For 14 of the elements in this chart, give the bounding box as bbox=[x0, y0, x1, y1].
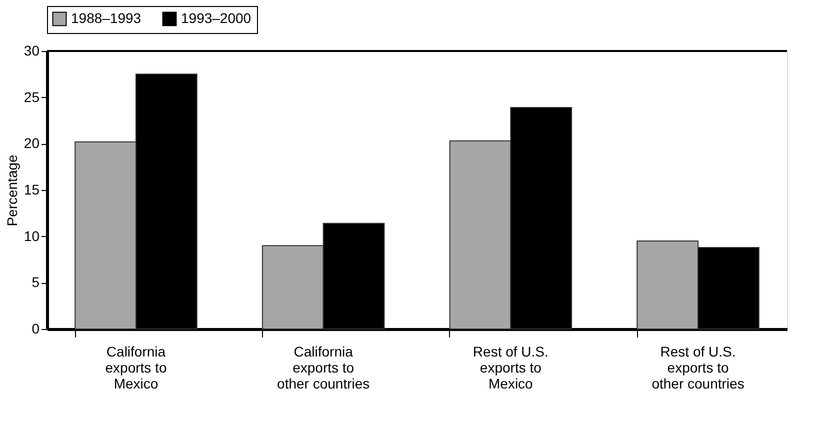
y-tick-label: 20 bbox=[24, 135, 40, 152]
x-tick-label: California exports to other countries bbox=[277, 344, 370, 392]
y-tick-label: 15 bbox=[24, 182, 40, 198]
x-tick-label: Rest of U.S. exports to other countries bbox=[652, 344, 744, 392]
y-tick-label: 10 bbox=[24, 228, 40, 244]
x-tick-label: Rest of U.S. exports to Mexico bbox=[472, 344, 548, 392]
y-axis-title: Percentage bbox=[4, 154, 20, 226]
legend-label: 1988–1993 bbox=[71, 10, 142, 26]
y-tick-label: 0 bbox=[32, 320, 40, 336]
y-tick-label: 30 bbox=[24, 42, 40, 58]
legend-label: 1993–2000 bbox=[181, 10, 252, 26]
y-tick-label: 25 bbox=[24, 88, 40, 105]
x-tick-label: California exports to Mexico bbox=[105, 344, 167, 392]
y-tick-label: 5 bbox=[32, 274, 40, 290]
